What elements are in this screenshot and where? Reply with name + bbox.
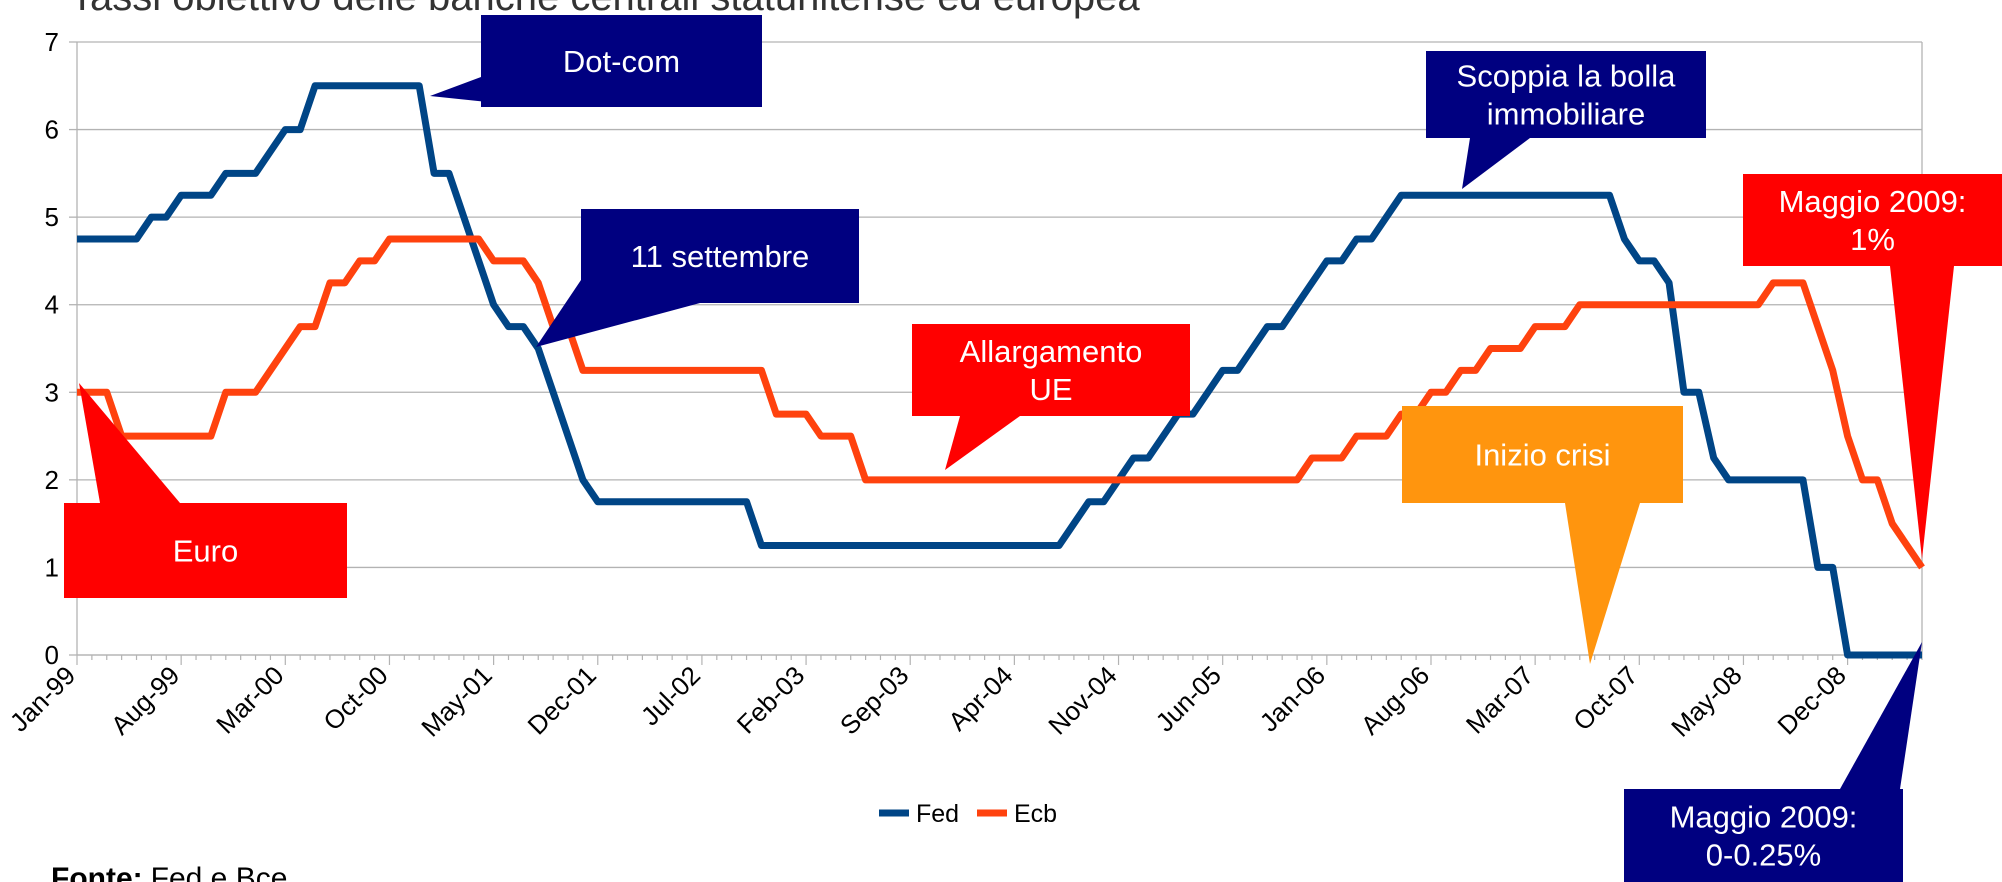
callout-text: Allargamento bbox=[960, 334, 1143, 369]
y-tick-label: 1 bbox=[45, 552, 59, 582]
source-note: Fonte: Fed e Bce bbox=[51, 862, 287, 882]
y-tick-label: 7 bbox=[45, 27, 59, 57]
callout-pointer bbox=[1840, 642, 1922, 789]
callout: Maggio 2009:1% bbox=[1743, 174, 2002, 559]
callout-text: 0-0.25% bbox=[1706, 838, 1821, 873]
legend-label: Fed bbox=[916, 800, 959, 828]
callout-box bbox=[1743, 174, 2002, 266]
callout-pointer bbox=[1890, 266, 1954, 559]
series-line bbox=[77, 235, 1925, 570]
y-tick-label: 4 bbox=[45, 290, 59, 320]
series-line bbox=[77, 82, 1922, 659]
callout: Maggio 2009:0-0.25% bbox=[1624, 642, 1922, 882]
y-tick-label: 2 bbox=[45, 465, 59, 495]
callout-box bbox=[581, 209, 859, 303]
callout: Dot-com bbox=[430, 15, 762, 107]
callout-text: Scoppia la bolla bbox=[1457, 59, 1677, 94]
callout-box bbox=[481, 15, 762, 107]
callout-box bbox=[1426, 51, 1706, 138]
callout-box bbox=[1624, 789, 1903, 882]
callout: Inizio crisi bbox=[1402, 406, 1683, 664]
callout-text: Maggio 2009: bbox=[1670, 800, 1858, 835]
callout-text: 1% bbox=[1850, 222, 1895, 257]
callout: 11 settembre bbox=[536, 209, 859, 347]
y-tick-label: 6 bbox=[45, 115, 59, 145]
legend-label: Ecb bbox=[1014, 800, 1057, 828]
callout-box bbox=[1402, 406, 1683, 503]
callout-text: Inizio crisi bbox=[1474, 438, 1610, 473]
callout-pointer bbox=[1462, 138, 1530, 189]
source-text: Fed e Bce bbox=[151, 862, 288, 882]
callout-pointer bbox=[1565, 503, 1640, 664]
callout: Euro bbox=[64, 383, 347, 598]
callout-text: immobiliare bbox=[1487, 97, 1645, 132]
chart-title: Tassi obiettivo delle banche centrali st… bbox=[70, 0, 1140, 19]
y-tick-label: 3 bbox=[45, 377, 59, 407]
callout-text: Euro bbox=[173, 534, 238, 569]
callout-text: Maggio 2009: bbox=[1779, 184, 1967, 219]
callout-pointer bbox=[945, 416, 1020, 470]
callout-pointer bbox=[79, 383, 180, 503]
callout-text: UE bbox=[1029, 372, 1072, 407]
callout-text: Dot-com bbox=[563, 44, 680, 79]
y-tick-label: 0 bbox=[45, 640, 59, 670]
callout-box bbox=[64, 503, 347, 598]
y-tick-label: 5 bbox=[45, 202, 59, 232]
callout-text: 11 settembre bbox=[631, 239, 810, 274]
callout-box bbox=[912, 324, 1190, 416]
source-label: Fonte: bbox=[51, 862, 143, 882]
